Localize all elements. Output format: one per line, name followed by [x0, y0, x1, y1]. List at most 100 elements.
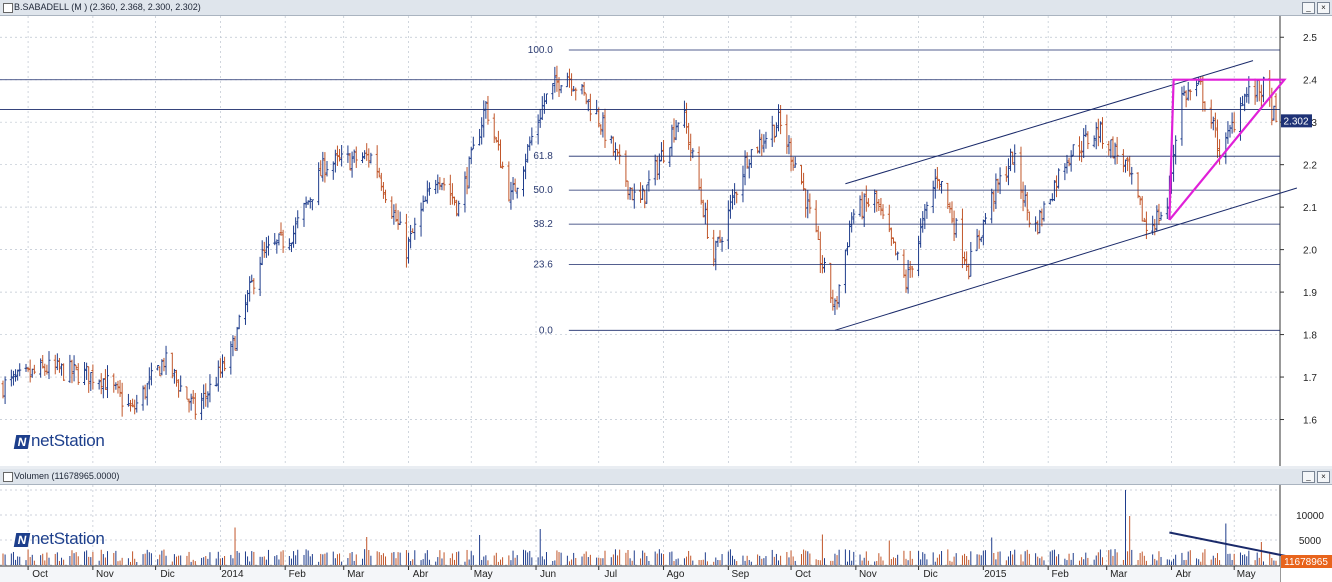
triangle-pattern	[1168, 78, 1287, 221]
x-tick-label: Ago	[667, 569, 685, 580]
ohlc-bar	[47, 351, 51, 380]
ohlc-bar	[9, 369, 13, 387]
ohlc-bar	[595, 99, 599, 115]
ohlc-bar	[983, 213, 987, 225]
ohlc-bar	[57, 357, 61, 373]
ohlc-bar	[521, 166, 525, 197]
ohlc-bar	[304, 196, 308, 208]
ohlc-bar	[266, 235, 270, 256]
panel-icon	[3, 472, 13, 482]
ohlc-bar	[1245, 87, 1249, 103]
ohlc-bar	[89, 372, 93, 391]
ohlc-bar	[1180, 86, 1184, 146]
ohlc-bar	[559, 85, 563, 94]
ohlc-bar	[1013, 144, 1017, 173]
ohlc-bar	[1209, 99, 1213, 129]
ohlc-bar	[902, 249, 906, 278]
ohlc-bar	[74, 365, 78, 371]
price-panel-title: B.SABADELL (M ) (2.360, 2.368, 2.300, 2.…	[14, 2, 201, 12]
ohlc-bar	[218, 358, 222, 379]
ohlc-bar	[917, 235, 921, 277]
ohlc-bar	[1065, 154, 1069, 174]
ohlc-bar	[639, 182, 643, 204]
ohlc-bar	[76, 363, 80, 385]
ohlc-bar	[1025, 191, 1029, 221]
ohlc-bar	[580, 83, 584, 95]
ohlc-bar	[41, 355, 45, 369]
fib-level-label: 23.6	[533, 259, 553, 270]
ohlc-bar	[1253, 78, 1257, 105]
ohlc-bar	[747, 159, 751, 179]
ohlc-bar	[1157, 203, 1161, 226]
volume-chart[interactable]: 5000 10000 11678965 Oct Nov Dic 2014 Feb Mar Abr M…	[0, 469, 1332, 582]
ohlc-bar	[319, 160, 323, 177]
ohlc-bar	[879, 197, 883, 216]
ohlc-bar	[1123, 159, 1127, 173]
ohlc-bar	[555, 65, 559, 92]
ohlc-bar	[544, 93, 548, 105]
ohlc-bar	[950, 201, 954, 224]
price-chart[interactable]: 1.61.71.81.92.02.12.22.32.42.5100.061.85…	[0, 0, 1332, 466]
ohlc-bar	[26, 366, 30, 372]
ohlc-bar	[377, 167, 381, 178]
ohlc-bar	[310, 199, 314, 211]
ohlc-bar	[641, 185, 645, 200]
ohlc-bar	[756, 146, 760, 154]
ohlc-bar	[687, 122, 691, 150]
ohlc-bar	[1023, 185, 1027, 207]
ohlc-bar	[396, 210, 400, 230]
ohlc-bar	[705, 199, 709, 239]
ohlc-bar	[791, 156, 795, 171]
ohlc-bar	[279, 222, 283, 236]
price-panel: B.SABADELL (M ) (2.360, 2.368, 2.300, 2.…	[0, 0, 1332, 466]
ohlc-bar	[1232, 112, 1236, 133]
close-button[interactable]: ×	[1317, 471, 1330, 483]
ohlc-bar	[220, 354, 224, 378]
ohlc-bar	[806, 189, 810, 219]
ohlc-bar	[1213, 112, 1217, 138]
ohlc-bar	[758, 129, 762, 154]
ohlc-bar	[1098, 121, 1102, 143]
ohlc-bar	[850, 212, 854, 233]
ohlc-bar	[106, 365, 110, 399]
ohlc-bar	[413, 217, 417, 240]
x-tick-label: Oct	[795, 569, 811, 580]
close-button[interactable]: ×	[1317, 2, 1330, 14]
ohlc-bar	[1136, 172, 1140, 199]
ohlc-bar	[103, 369, 107, 390]
last-price-tag	[1281, 114, 1312, 128]
ohlc-bar	[289, 242, 293, 253]
ohlc-bar	[338, 149, 342, 162]
ohlc-bar	[70, 359, 74, 384]
ohlc-bar	[990, 188, 994, 224]
volume-panel: Volumen (11678965.0000) _ × 5000 10000 116…	[0, 469, 1332, 582]
last-volume-label: 11678965	[1284, 557, 1328, 568]
ohlc-bar	[511, 177, 515, 200]
minimize-button[interactable]: _	[1302, 471, 1315, 483]
ohlc-bar	[174, 369, 178, 387]
ohlc-bar	[731, 189, 735, 210]
ohlc-bar	[101, 378, 105, 399]
ohlc-bar	[940, 181, 944, 194]
ohlc-bar	[24, 363, 28, 372]
ohlc-bar	[72, 355, 76, 382]
volume-panel-titlebar: Volumen (11678965.0000) _ ×	[0, 469, 1332, 485]
ohlc-bar	[381, 182, 385, 199]
ohlc-bar	[11, 370, 15, 386]
ohlc-bar	[28, 359, 32, 383]
ohlc-bar	[392, 204, 396, 225]
minimize-button[interactable]: _	[1302, 2, 1315, 14]
ohlc-bar	[149, 362, 153, 386]
ohlc-bar	[187, 398, 191, 413]
ohlc-bar	[789, 138, 793, 172]
ohlc-bar	[367, 148, 371, 168]
ohlc-bar	[733, 183, 737, 206]
fib-level-label: 38.2	[533, 219, 553, 230]
ohlc-bar	[457, 200, 461, 217]
ohlc-bar	[99, 373, 103, 395]
ohlc-bar	[1174, 135, 1178, 165]
ohlc-bar	[494, 136, 498, 143]
ohlc-bar	[524, 153, 528, 180]
ohlc-bar	[1006, 158, 1010, 186]
